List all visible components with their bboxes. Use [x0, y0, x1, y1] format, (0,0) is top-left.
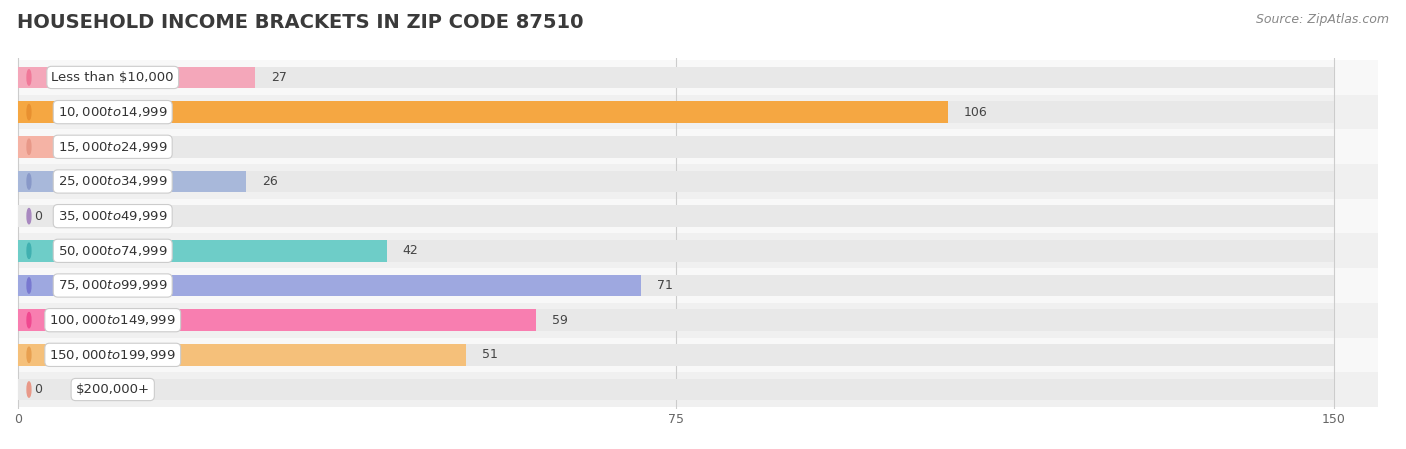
Text: 0: 0 [34, 210, 42, 223]
Bar [18, 171, 246, 192]
Circle shape [27, 278, 31, 293]
Bar [18, 275, 1334, 296]
Bar [18, 309, 536, 331]
FancyBboxPatch shape [18, 303, 1378, 338]
Text: 27: 27 [271, 71, 287, 84]
Text: $10,000 to $14,999: $10,000 to $14,999 [58, 105, 167, 119]
Text: 0: 0 [34, 383, 42, 396]
Text: 71: 71 [657, 279, 673, 292]
Circle shape [27, 105, 31, 120]
Text: Less than $10,000: Less than $10,000 [52, 71, 174, 84]
Circle shape [27, 208, 31, 224]
Text: Source: ZipAtlas.com: Source: ZipAtlas.com [1256, 13, 1389, 26]
FancyBboxPatch shape [18, 95, 1378, 129]
FancyBboxPatch shape [18, 233, 1378, 268]
Text: 26: 26 [263, 175, 278, 188]
Bar [18, 275, 641, 296]
FancyBboxPatch shape [18, 60, 1378, 95]
Circle shape [27, 313, 31, 328]
Circle shape [27, 70, 31, 85]
Bar [18, 171, 1334, 192]
FancyBboxPatch shape [18, 372, 1378, 407]
Bar [18, 344, 1334, 365]
Bar [18, 344, 465, 365]
Text: $75,000 to $99,999: $75,000 to $99,999 [58, 278, 167, 292]
Text: $100,000 to $149,999: $100,000 to $149,999 [49, 313, 176, 327]
Bar [18, 136, 132, 158]
Text: $15,000 to $24,999: $15,000 to $24,999 [58, 140, 167, 154]
Text: $35,000 to $49,999: $35,000 to $49,999 [58, 209, 167, 223]
Text: $200,000+: $200,000+ [76, 383, 149, 396]
Text: $50,000 to $74,999: $50,000 to $74,999 [58, 244, 167, 258]
Text: 51: 51 [481, 348, 498, 361]
Bar [18, 101, 948, 123]
Circle shape [27, 139, 31, 154]
Bar [18, 136, 1334, 158]
Circle shape [27, 174, 31, 189]
Circle shape [27, 243, 31, 259]
Text: $25,000 to $34,999: $25,000 to $34,999 [58, 175, 167, 189]
Text: $150,000 to $199,999: $150,000 to $199,999 [49, 348, 176, 362]
Bar [18, 67, 1334, 88]
FancyBboxPatch shape [18, 199, 1378, 233]
Text: HOUSEHOLD INCOME BRACKETS IN ZIP CODE 87510: HOUSEHOLD INCOME BRACKETS IN ZIP CODE 87… [17, 13, 583, 32]
FancyBboxPatch shape [18, 268, 1378, 303]
Bar [18, 67, 256, 88]
Text: 59: 59 [551, 314, 568, 327]
Bar [18, 101, 1334, 123]
FancyBboxPatch shape [18, 164, 1378, 199]
FancyBboxPatch shape [18, 338, 1378, 372]
FancyBboxPatch shape [18, 129, 1378, 164]
Bar [18, 205, 1334, 227]
Circle shape [27, 347, 31, 362]
Bar [18, 240, 1334, 262]
Text: 13: 13 [148, 140, 165, 153]
Bar [18, 309, 1334, 331]
Bar [18, 240, 387, 262]
Text: 106: 106 [965, 106, 987, 119]
Text: 42: 42 [402, 244, 419, 257]
Bar [18, 379, 1334, 400]
Circle shape [27, 382, 31, 397]
